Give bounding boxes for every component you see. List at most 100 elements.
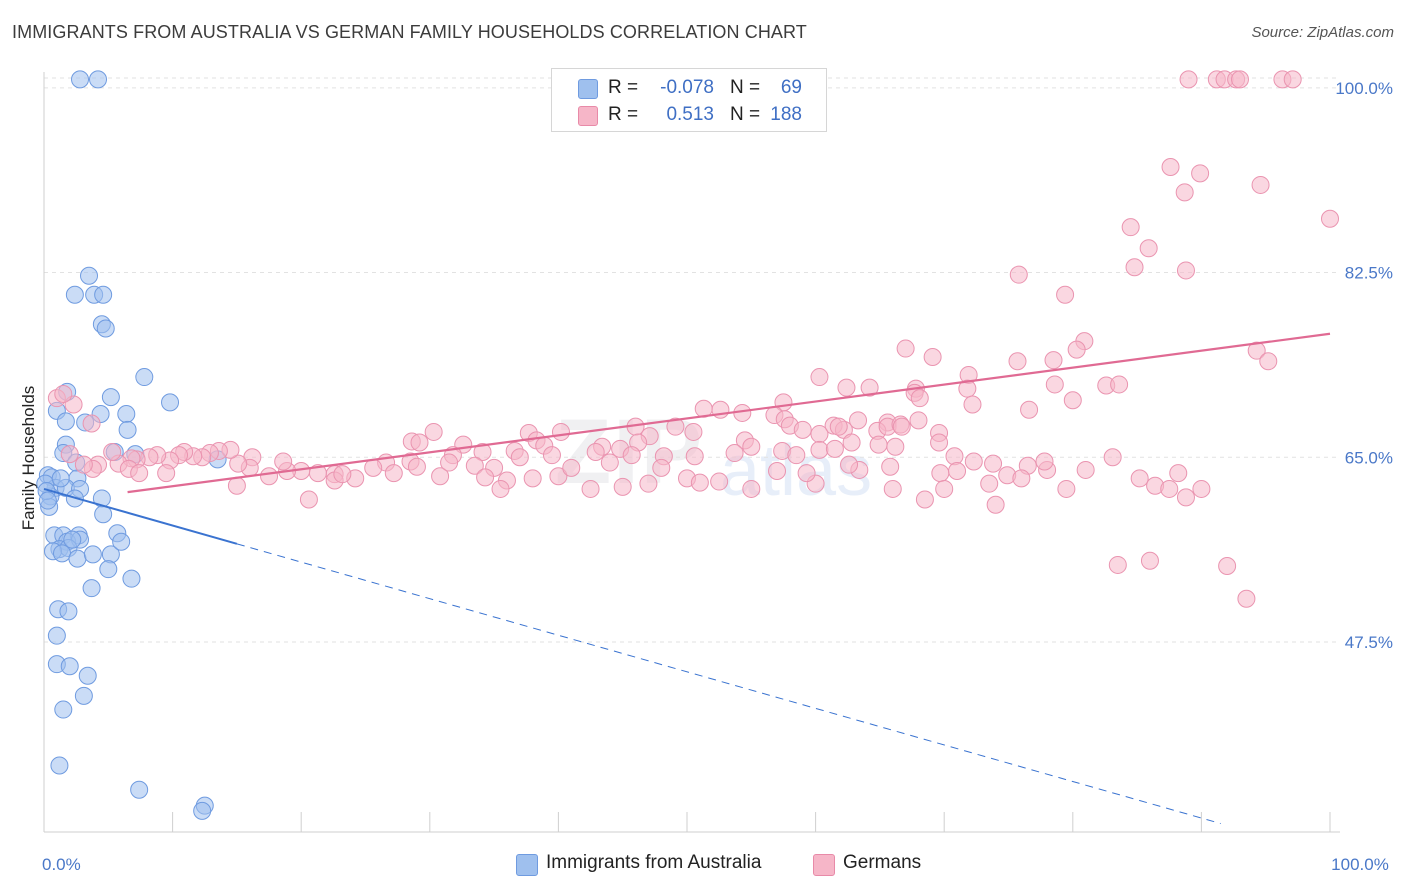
point-australia [50,756,69,775]
point-australia [161,393,180,412]
point-german [1008,352,1027,371]
point-german [869,435,888,454]
point-german [963,395,982,414]
point-german [986,495,1005,514]
point-german [980,474,999,493]
point-german [1130,469,1149,488]
legend-swatch-blue [578,79,598,99]
legend-row-germans: R = 0.513 N = 188 [552,102,826,128]
point-australia [80,266,99,285]
point-german [1230,70,1249,89]
point-german [581,479,600,498]
point-australia [96,319,115,338]
point-australia [99,560,118,579]
source-credit: Source: ZipAtlas.com [1251,24,1394,41]
point-australia [51,469,70,488]
point-german [1035,452,1054,471]
point-australia [59,602,78,621]
point-german [883,479,902,498]
legend-n-value: 69 [780,77,802,98]
point-german [849,411,868,430]
point-german [227,476,246,495]
point-german [130,464,149,483]
trendline-germans [127,332,1331,494]
point-german [299,490,318,509]
chart-title: IMMIGRANTS FROM AUSTRALIA VS GERMAN FAMI… [12,22,807,42]
point-australia [63,530,82,549]
point-german [984,454,1003,473]
point-german [787,446,806,465]
bottom-legend-swatch-pink [813,854,835,876]
point-australia [117,405,136,423]
point-german [935,479,954,498]
point-german [797,464,816,483]
point-german [424,422,443,441]
point-german [1175,183,1194,202]
point-australia [89,70,108,89]
point-german [157,464,176,483]
legend-n-value: 188 [770,104,802,125]
point-australia [122,569,141,588]
point-german [837,378,856,397]
point-german [860,378,879,397]
point-german [964,452,983,471]
point-australia [101,388,120,407]
x-tick-label: 0.0% [42,855,81,874]
point-german [523,469,542,488]
point-german [1044,351,1063,370]
point-german [1056,285,1075,304]
point-german [1009,265,1028,284]
point-australia [56,412,75,431]
point-australia [71,70,90,89]
point-german [549,467,568,486]
point-german [333,465,352,484]
point-german [551,422,570,441]
point-german [666,417,685,436]
point-german [274,452,293,471]
legend-r-label: R = [608,104,639,125]
stats-legend: R = -0.078 N = 69 R = 0.513 N = 188 [551,68,827,132]
point-german [465,456,484,475]
bottom-legend-swatch-blue [516,854,538,876]
point-german [1020,400,1039,419]
point-australia [83,545,102,564]
point-german [1110,375,1129,394]
point-german [1169,464,1188,483]
point-australia [65,285,84,304]
y-axis-label: Family Households [19,386,38,531]
point-german [639,474,658,493]
point-australia [118,420,137,439]
y-tick-label: 82.5% [1345,264,1393,283]
legend-r-label: R = [608,77,639,98]
point-german [930,433,949,452]
point-german [810,440,829,459]
point-german [410,433,429,452]
point-german [931,464,950,483]
point-australia [38,491,57,510]
point-german [896,339,915,358]
point-german [1103,448,1122,467]
point-german [1121,218,1140,237]
point-australia [74,686,93,705]
point-german [690,473,709,492]
point-australia [130,780,149,799]
point-german [810,425,829,444]
point-german [440,453,459,472]
point-german [910,389,929,408]
point-german [892,417,911,436]
point-german [229,454,248,473]
point-german [586,443,605,461]
point-australia [60,657,79,676]
point-australia [68,549,87,568]
point-german [886,437,905,456]
point-german [74,455,93,474]
point-german [1160,479,1179,498]
point-german [1140,551,1159,570]
point-german [54,384,73,403]
point-german [948,462,967,480]
point-german [600,453,619,472]
legend-r-value: -0.078 [660,77,714,98]
point-german [725,444,744,463]
point-german [1247,341,1266,360]
point-german [364,458,383,477]
